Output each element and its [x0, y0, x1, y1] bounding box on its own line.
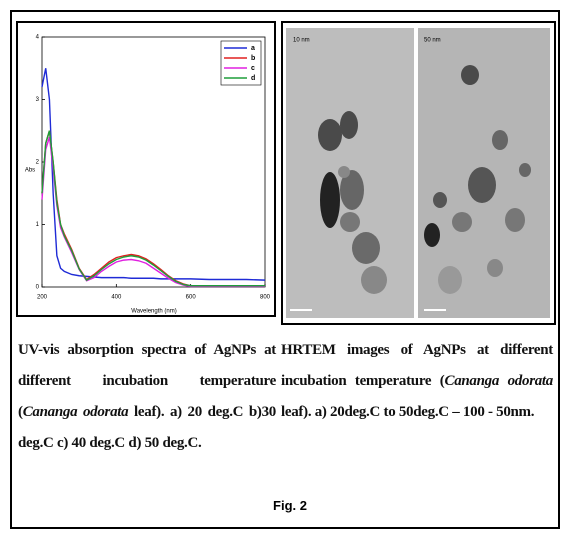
- legend-label: c: [251, 65, 255, 72]
- figure-frame: [10, 10, 560, 529]
- scale-label: 50 nm: [424, 38, 441, 44]
- caption-right: HRTEM images of AgNPs at different incub…: [281, 335, 553, 428]
- y-tick-label: 2: [36, 160, 40, 166]
- micrographs: 10 nm 50 nm: [281, 21, 556, 325]
- x-tick-label: 600: [186, 295, 197, 301]
- x-tick-label: 200: [37, 295, 48, 301]
- scale-label: 10 nm: [293, 38, 310, 44]
- caption-text: leaf). a) 20 deg.C b)30 deg.C c) 40 deg.…: [18, 404, 276, 451]
- figure-label: Fig. 2: [273, 498, 307, 513]
- chart: 10 nm 50 nm Wavelength (nm) Abs 0 1 2 3 4 200…: [16, 21, 556, 325]
- caption-text: HRTEM images of AgNPs at different incub…: [281, 342, 553, 389]
- series-line: [41, 130, 265, 287]
- scale-bar: [424, 309, 446, 311]
- y-axis-label: Abs: [25, 168, 35, 174]
- scale-bar: [290, 309, 312, 311]
- particles: [318, 65, 531, 294]
- y-tick-label: 0: [36, 285, 40, 291]
- x-tick-label: 800: [260, 295, 271, 301]
- legend-label: d: [251, 75, 255, 82]
- caption-left: UV-vis absorption spectra of AgNPs at di…: [18, 335, 276, 459]
- caption-text: leaf). a) 20deg.C to 50deg.C – 100 - 50n…: [281, 404, 535, 420]
- y-tick-label: 1: [36, 222, 40, 228]
- legend-label: a: [251, 45, 255, 52]
- caption-species: Cananga odorata: [444, 373, 553, 389]
- legend-label: b: [251, 55, 255, 62]
- y-tick-label: 4: [36, 35, 40, 41]
- x-axis-label: Wavelength (nm): [131, 309, 176, 315]
- y-tick-label: 3: [36, 97, 40, 103]
- x-tick-label: 400: [111, 295, 122, 301]
- series-line: [41, 68, 266, 281]
- caption-species: Cananga odorata: [22, 404, 129, 420]
- caption-text: UV-vis absorption spectra of AgNPs at di…: [18, 342, 276, 420]
